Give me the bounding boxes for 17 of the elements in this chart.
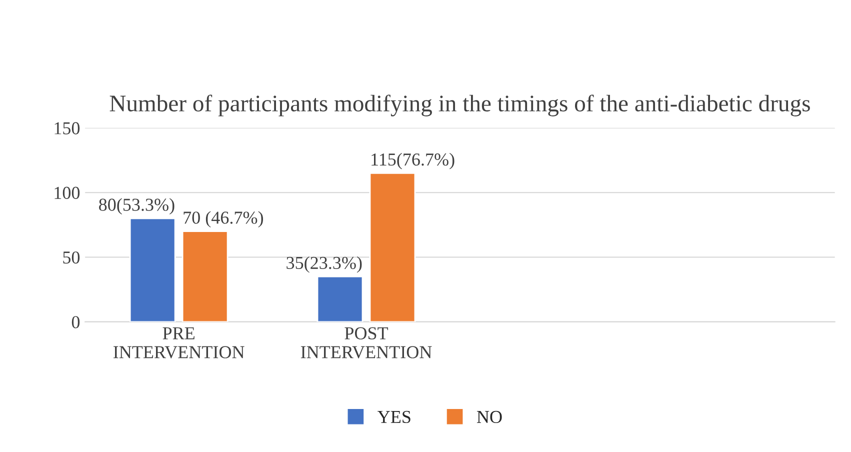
x-tick-label: POST INTERVENTION (300, 327, 432, 358)
bar (369, 172, 416, 322)
bar (316, 276, 364, 322)
bar (129, 218, 176, 322)
y-tick-label: 150 (54, 122, 80, 134)
data-label: 115(76.7%) (372, 152, 454, 170)
y-tick-label: 50 (63, 251, 80, 264)
data-label: 35(23.3%) (286, 256, 362, 273)
data-label: 80(53.3%) (99, 198, 174, 215)
x-tick-label: PRE INTERVENTION (114, 327, 244, 358)
chart-title: Number of participants modifying in the timings of the anti-diabetic drugs (110, 94, 810, 116)
legend-label: NO (476, 410, 502, 424)
y-tick-label: 100 (54, 186, 80, 199)
legend-label: YES (378, 410, 410, 424)
data-label: 70 (46.7%) (184, 211, 264, 228)
bar (182, 230, 228, 322)
y-tick-label: 0 (72, 316, 80, 328)
